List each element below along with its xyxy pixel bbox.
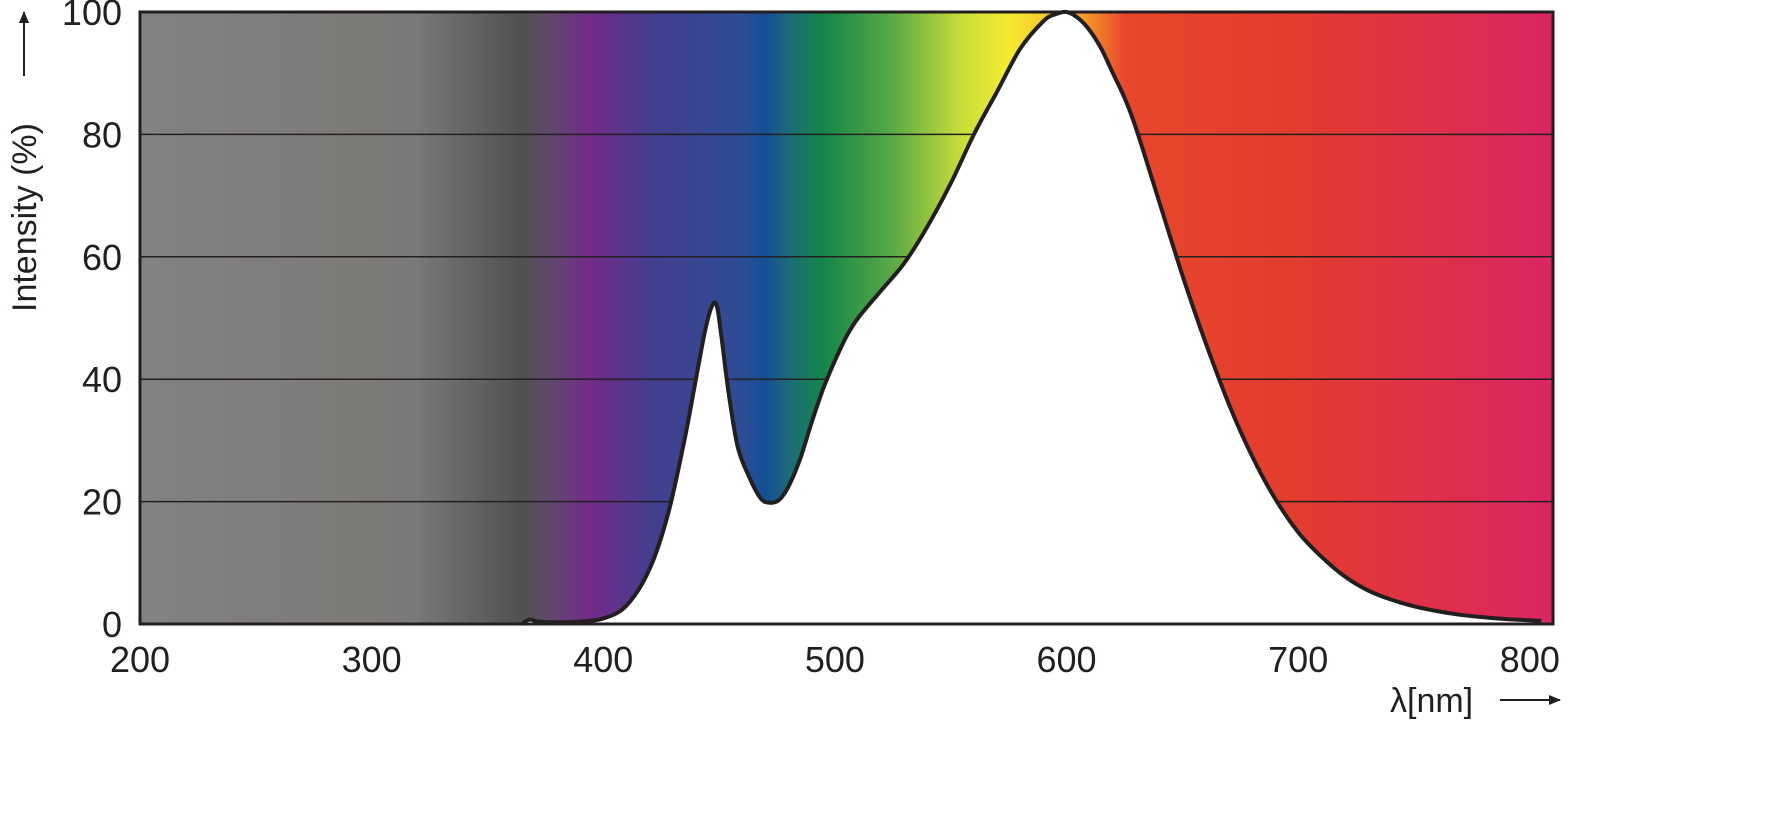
x-axis-title: λ[nm]: [1390, 682, 1473, 720]
y-tick-label-40: 40: [82, 359, 122, 400]
y-axis-ticks: 0 20 40 60 80 100: [62, 0, 122, 645]
x-axis-ticks: 200 300 400 500 600 700 800: [110, 639, 1560, 680]
y-tick-label-20: 20: [82, 482, 122, 523]
x-tick-label-600: 600: [1037, 639, 1097, 680]
x-tick-label-800: 800: [1500, 639, 1560, 680]
intensity-curve-area: [522, 11, 1542, 624]
plot-frame: [138, 10, 1555, 626]
y-tick-label-80: 80: [82, 114, 122, 155]
y-tick-label-0: 0: [102, 604, 122, 645]
x-tick-label-300: 300: [342, 639, 402, 680]
y-tick-label-100: 100: [62, 0, 122, 33]
y-axis-title: Intensity (%): [6, 123, 44, 312]
intensity-curve-line: [521, 9, 1542, 626]
x-tick-label-500: 500: [805, 639, 865, 680]
x-tick-label-400: 400: [573, 639, 633, 680]
x-tick-label-200: 200: [110, 639, 170, 680]
x-tick-label-700: 700: [1268, 639, 1328, 680]
y-tick-label-60: 60: [82, 237, 122, 278]
